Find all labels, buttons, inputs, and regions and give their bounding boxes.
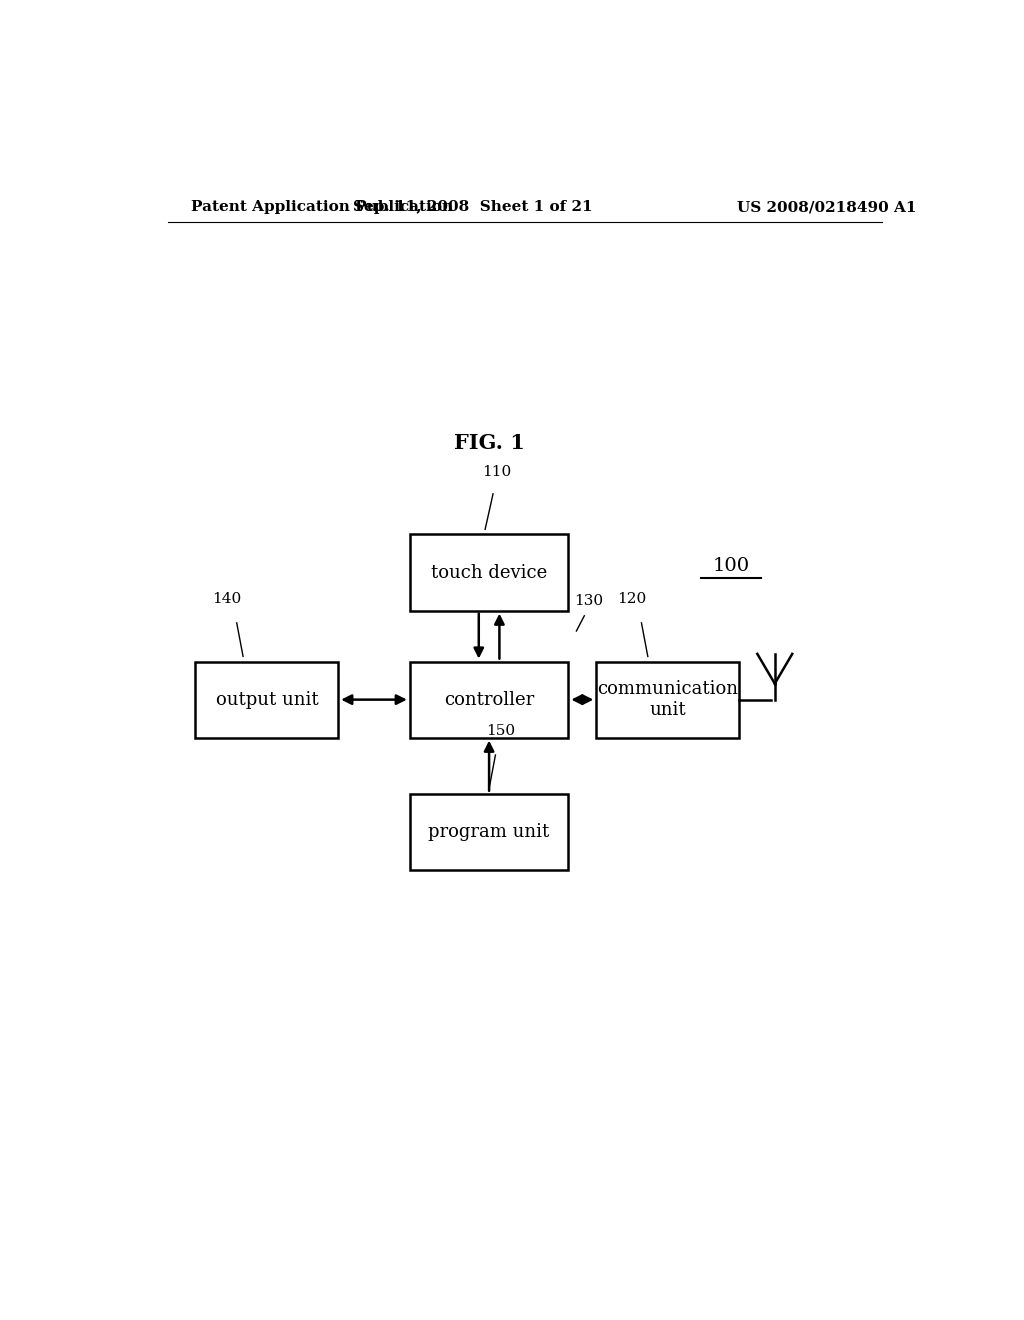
Text: 140: 140 bbox=[213, 591, 242, 606]
Text: touch device: touch device bbox=[431, 564, 547, 582]
Text: US 2008/0218490 A1: US 2008/0218490 A1 bbox=[736, 201, 916, 214]
Text: 110: 110 bbox=[482, 465, 512, 479]
Text: output unit: output unit bbox=[216, 690, 318, 709]
Text: 100: 100 bbox=[713, 557, 750, 576]
Text: controller: controller bbox=[444, 690, 535, 709]
Text: FIG. 1: FIG. 1 bbox=[454, 433, 524, 453]
Bar bbox=[410, 793, 568, 870]
Bar bbox=[196, 661, 338, 738]
Bar bbox=[410, 661, 568, 738]
Text: Sep. 11, 2008  Sheet 1 of 21: Sep. 11, 2008 Sheet 1 of 21 bbox=[353, 201, 593, 214]
Text: 130: 130 bbox=[573, 594, 603, 607]
Text: 120: 120 bbox=[617, 591, 646, 606]
Bar bbox=[596, 661, 739, 738]
Bar bbox=[410, 535, 568, 611]
Text: communication
unit: communication unit bbox=[597, 680, 738, 719]
Text: program unit: program unit bbox=[428, 822, 550, 841]
Text: Patent Application Publication: Patent Application Publication bbox=[191, 201, 454, 214]
Text: 150: 150 bbox=[486, 723, 515, 738]
